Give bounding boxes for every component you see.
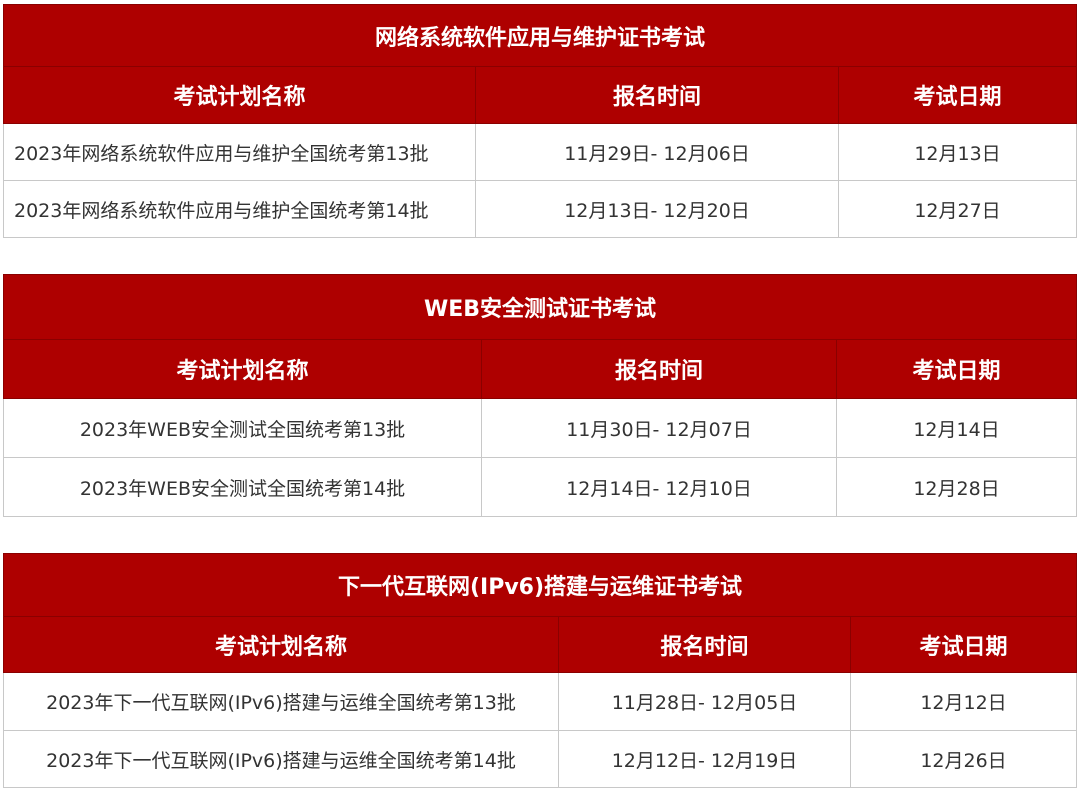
table-row: 2023年WEB安全测试全国统考第14批 12月14日- 12月10日 12月2…: [3, 457, 1078, 517]
registration-period-cell: 12月14日- 12月10日: [481, 457, 837, 517]
table-title: 下一代互联网(IPv6)搭建与运维证书考试: [2, 553, 1078, 617]
plan-name-cell: 2023年WEB安全测试全国统考第14批: [3, 457, 482, 517]
plan-name-cell: 2023年下一代互联网(IPv6)搭建与运维全国统考第13批: [3, 672, 559, 731]
column-header-registration-period: 报名时间: [475, 66, 839, 124]
exam-date-cell: 12月12日: [849, 672, 1078, 731]
exam-date-cell: 12月14日: [835, 398, 1078, 458]
column-header-plan-name: 考试计划名称: [3, 616, 559, 673]
table-title: 网络系统软件应用与维护证书考试: [2, 4, 1078, 67]
column-header-registration-period: 报名时间: [481, 339, 837, 399]
column-header-plan-name: 考试计划名称: [3, 66, 476, 124]
table-row: 2023年网络系统软件应用与维护全国统考第13批 11月29日- 12月06日 …: [3, 123, 1078, 181]
registration-period-cell: 12月12日- 12月19日: [558, 730, 851, 788]
table-row: 2023年下一代互联网(IPv6)搭建与运维全国统考第13批 11月28日- 1…: [3, 672, 1078, 731]
column-header-exam-date: 考试日期: [837, 66, 1078, 124]
registration-period-cell: 11月28日- 12月05日: [558, 672, 851, 731]
exam-date-cell: 12月27日: [837, 180, 1078, 238]
table-row: 2023年WEB安全测试全国统考第13批 11月30日- 12月07日 12月1…: [3, 398, 1078, 458]
column-header-exam-date: 考试日期: [849, 616, 1078, 673]
exam-date-cell: 12月28日: [835, 457, 1078, 517]
plan-name-cell: 2023年WEB安全测试全国统考第13批: [3, 398, 482, 458]
exam-table-network-software: 网络系统软件应用与维护证书考试 考试计划名称 报名时间 考试日期 2023年网络…: [2, 4, 1078, 238]
registration-period-cell: 11月30日- 12月07日: [481, 398, 837, 458]
plan-name-cell: 2023年网络系统软件应用与维护全国统考第13批: [3, 123, 476, 181]
registration-period-cell: 11月29日- 12月06日: [475, 123, 839, 181]
registration-period-cell: 12月13日- 12月20日: [475, 180, 839, 238]
table-title: WEB安全测试证书考试: [2, 274, 1078, 340]
column-header-plan-name: 考试计划名称: [3, 339, 482, 399]
table-row: 2023年网络系统软件应用与维护全国统考第14批 12月13日- 12月20日 …: [3, 180, 1078, 238]
exam-date-cell: 12月26日: [849, 730, 1078, 788]
plan-name-cell: 2023年网络系统软件应用与维护全国统考第14批: [3, 180, 476, 238]
exam-date-cell: 12月13日: [837, 123, 1078, 181]
column-header-exam-date: 考试日期: [835, 339, 1078, 399]
exam-table-ipv6: 下一代互联网(IPv6)搭建与运维证书考试 考试计划名称 报名时间 考试日期 2…: [2, 553, 1078, 788]
column-header-registration-period: 报名时间: [558, 616, 851, 673]
table-row: 2023年下一代互联网(IPv6)搭建与运维全国统考第14批 12月12日- 1…: [3, 730, 1078, 788]
exam-table-web-security: WEB安全测试证书考试 考试计划名称 报名时间 考试日期 2023年WEB安全测…: [2, 274, 1078, 517]
plan-name-cell: 2023年下一代互联网(IPv6)搭建与运维全国统考第14批: [3, 730, 559, 788]
